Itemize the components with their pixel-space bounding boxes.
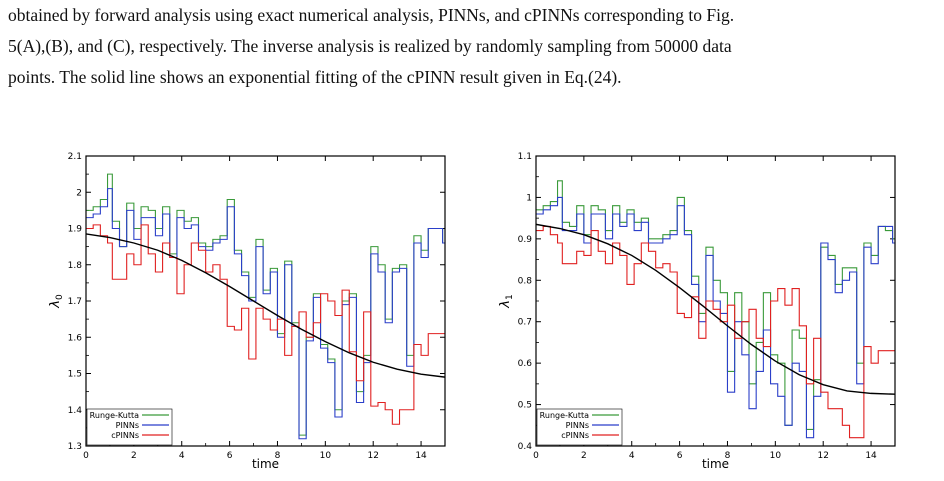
x-tick-label: 2 [131, 451, 137, 461]
y-axis-label-main: λ [48, 300, 63, 309]
x-tick-label: 0 [83, 451, 89, 461]
plot-area [536, 180, 895, 439]
legend-label: PINNs [116, 421, 139, 430]
series-fit-curve [86, 233, 445, 378]
series-runge-kutta [536, 180, 895, 430]
x-tick-label: 10 [320, 451, 332, 461]
x-tick-label: 4 [629, 451, 635, 461]
legend-label: cPINNs [561, 431, 589, 440]
series-cpinns [536, 225, 895, 439]
y-tick-label: 0.9 [518, 235, 533, 245]
y-tick-label: 1.1 [518, 152, 532, 162]
y-tick-label: 1.3 [68, 442, 82, 452]
y-axis-label: λ0 [48, 294, 65, 309]
y-axis-label: λ1 [498, 294, 515, 308]
y-tick-label: 1.4 [68, 406, 83, 416]
y-tick-label: 0.5 [518, 401, 532, 411]
y-axis-label-main: λ [498, 300, 513, 309]
y-tick-label: 2.1 [68, 152, 82, 162]
series-pinns [86, 188, 445, 440]
y-tick-label: 1.7 [68, 297, 82, 307]
x-tick-label: 6 [227, 451, 233, 461]
legend-label: Runge-Kutta [90, 411, 139, 420]
x-tick-label: 14 [415, 451, 427, 461]
legend-label: cPINNs [111, 431, 139, 440]
y-tick-label: 0.8 [518, 276, 533, 286]
x-tick-label: 2 [581, 451, 587, 461]
plot-frame [85, 155, 446, 447]
figure-caption: obtained by forward analysis using exact… [8, 0, 938, 93]
x-tick-label: 12 [367, 451, 378, 461]
plot-frame [535, 155, 896, 447]
plot-area [86, 173, 445, 440]
x-tick-label: 10 [770, 451, 782, 461]
x-tick-label: 14 [865, 451, 877, 461]
x-axis-label: time [252, 457, 279, 471]
x-tick-label: 8 [275, 451, 281, 461]
y-tick-label: 1.9 [68, 225, 83, 235]
caption-line-1: obtained by forward analysis using exact… [8, 5, 735, 25]
caption-line-3: points. The solid line shows an exponent… [8, 67, 622, 87]
legend-label: PINNs [566, 421, 589, 430]
series-fit-curve [536, 223, 895, 395]
x-tick-label: 8 [725, 451, 731, 461]
series-cpinns [86, 224, 445, 425]
y-tick-label: 1.5 [68, 370, 82, 380]
y-tick-label: 0.6 [518, 359, 533, 369]
y-axis-label-subscript: 1 [505, 294, 515, 300]
x-tick-label: 0 [533, 451, 539, 461]
chart-lambda1: 0 2 4 6 8 10 12 140.40.50.60.70.80.911.1timeλ1R… [498, 152, 896, 471]
y-tick-label: 0.7 [518, 318, 532, 328]
x-tick-label: 12 [817, 451, 828, 461]
y-tick-label: 1.6 [68, 333, 83, 343]
chart-lambda0: 0 2 4 6 8 10 12 14 1.3 1.4 1.5 1.6 1.7 1.8 1.9 2 2.1 time… [48, 152, 446, 471]
series-runge-kutta [86, 173, 445, 436]
x-axis-label: time [702, 457, 729, 471]
caption-line-2: 5(A),(B), and (C), respectively. The inv… [8, 36, 732, 56]
x-tick-label: 6 [677, 451, 683, 461]
legend-label: Runge-Kutta [540, 411, 589, 420]
y-tick-label: 2 [76, 188, 82, 198]
series-pinns [536, 196, 895, 439]
y-axis-label-subscript: 0 [55, 294, 65, 300]
x-tick-label: 4 [179, 451, 185, 461]
y-tick-label: 1 [526, 193, 532, 203]
y-tick-label: 0.4 [518, 442, 533, 452]
y-tick-label: 1.8 [68, 261, 83, 271]
